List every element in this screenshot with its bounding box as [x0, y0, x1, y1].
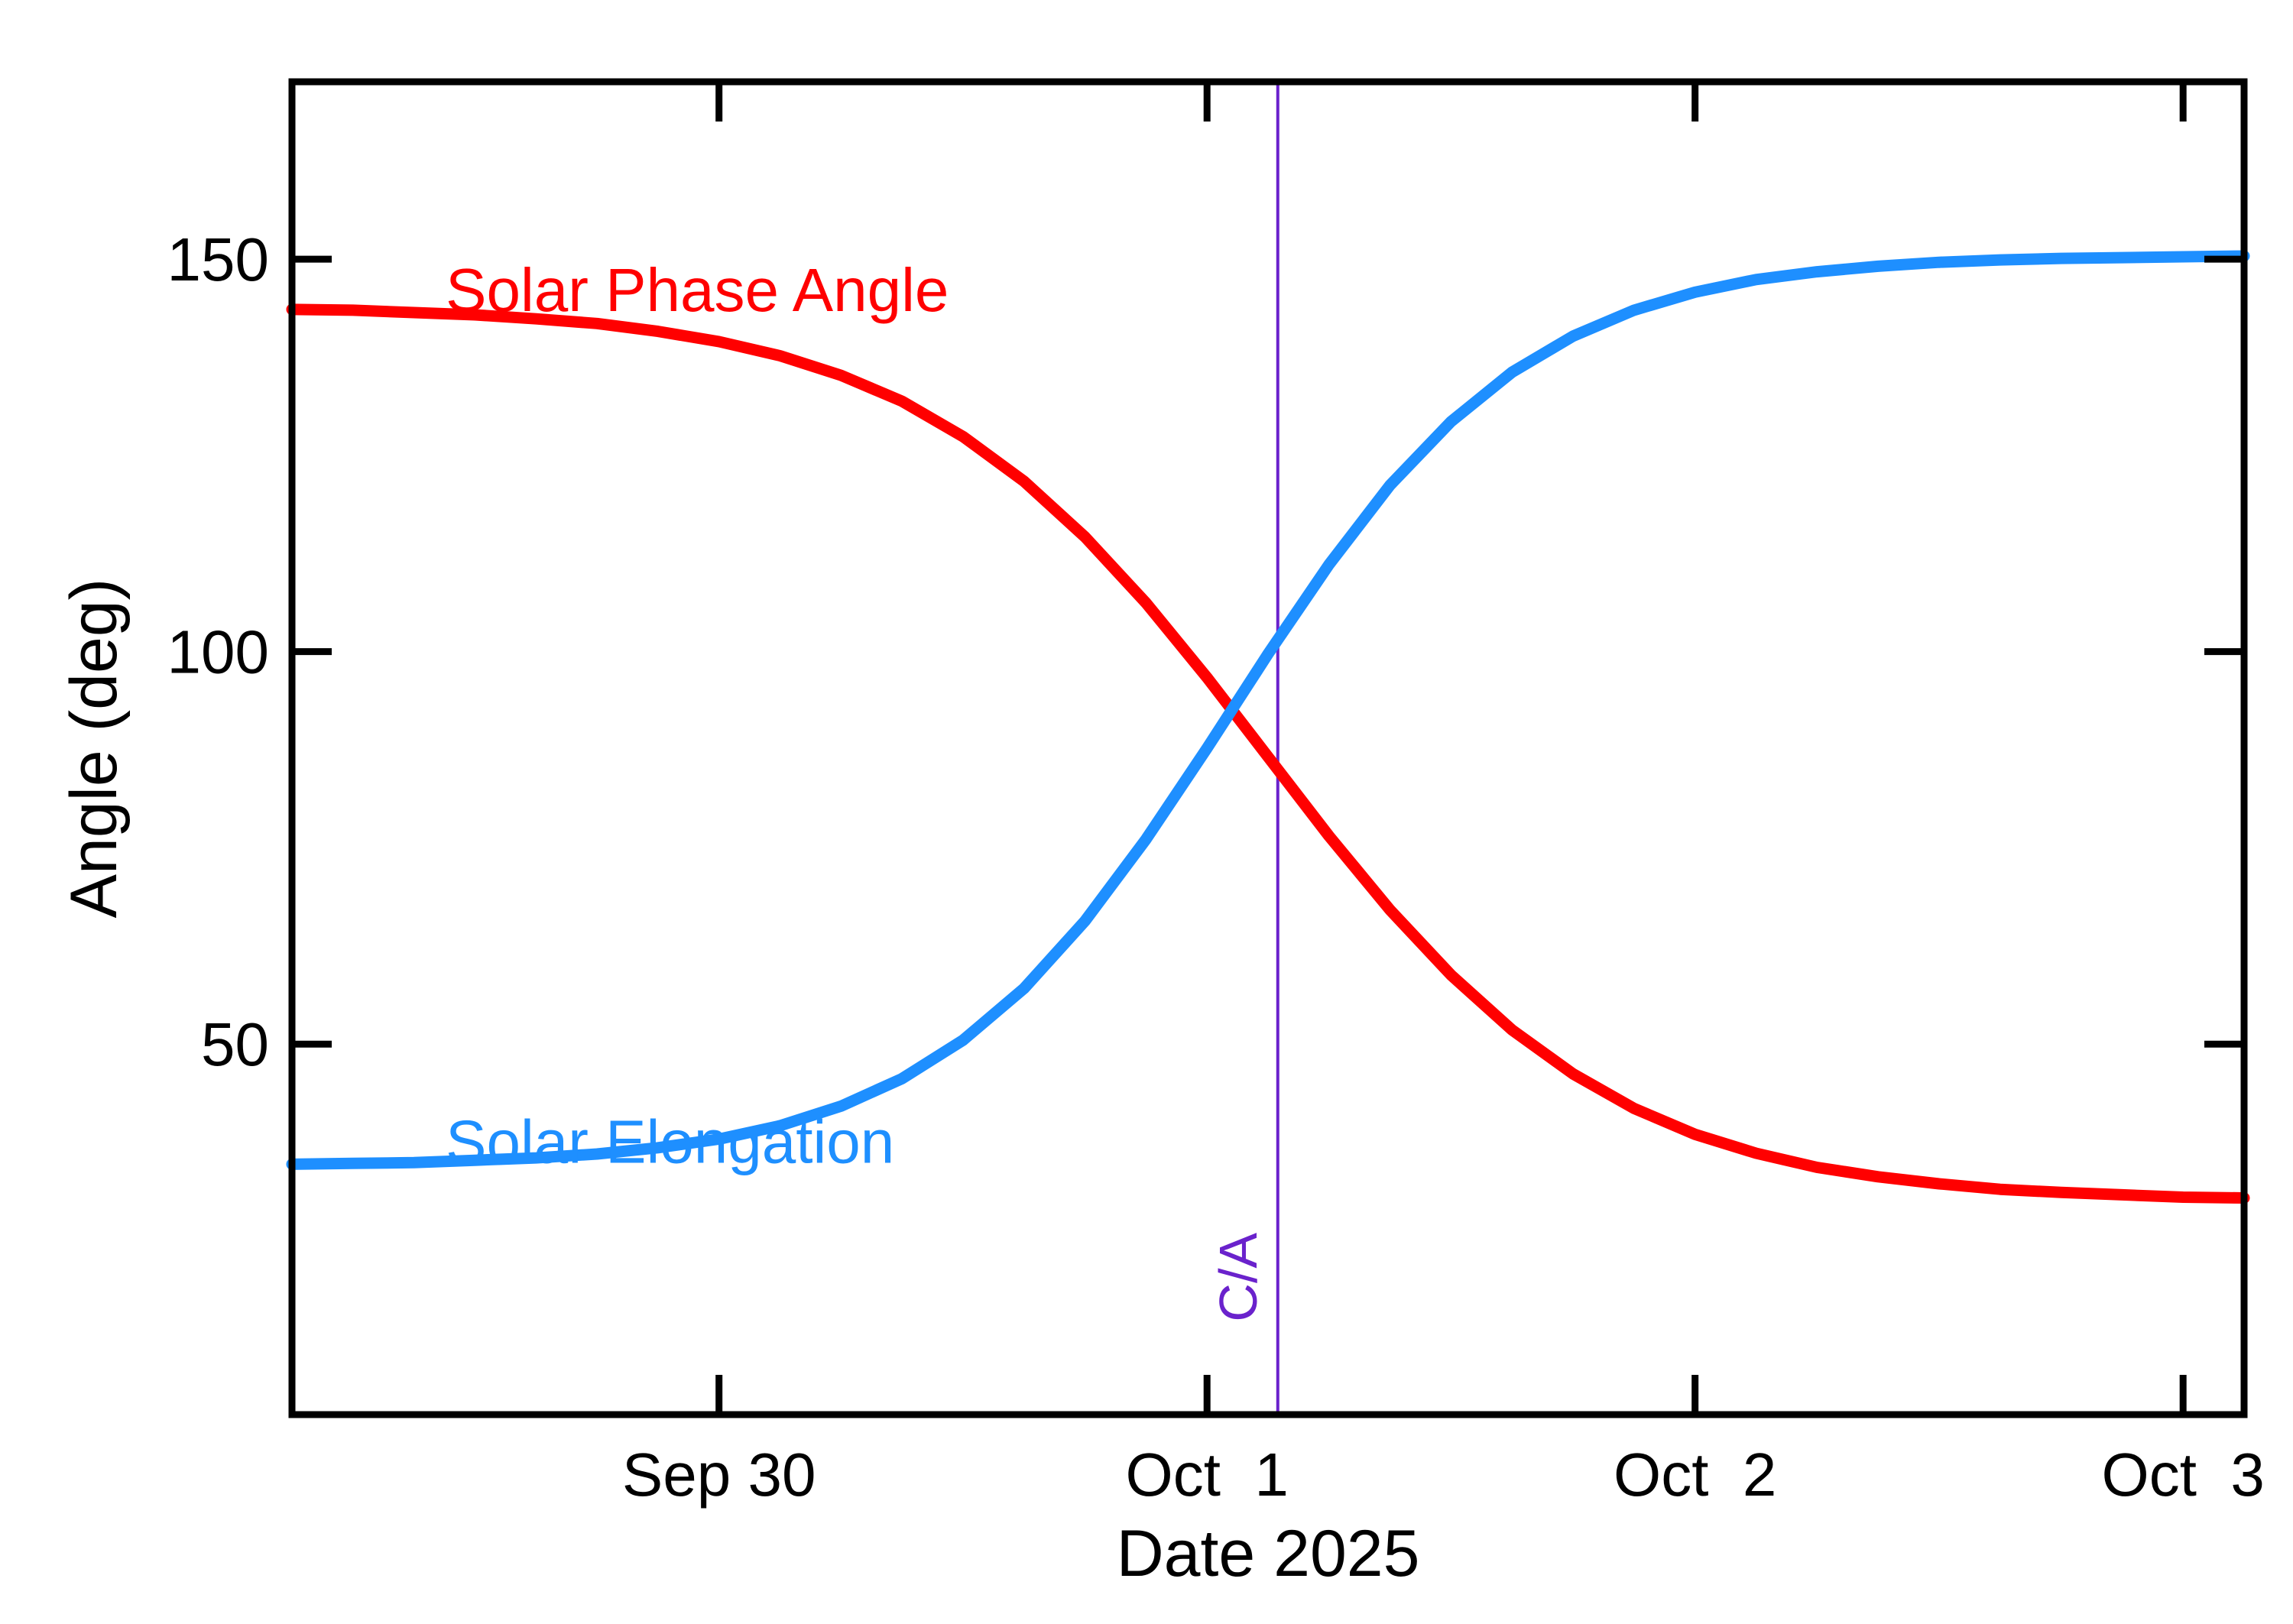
- x-tick-label: Sep 30: [622, 1441, 816, 1509]
- x-axis-title: Date 2025: [1117, 1517, 1420, 1590]
- x-tick-label: Oct 3: [2101, 1441, 2264, 1509]
- close-approach-marker-label: C/A: [1208, 1233, 1268, 1322]
- solar-elongation-curve: [286, 250, 2250, 1170]
- x-tick-label: Oct 1: [1125, 1441, 1288, 1509]
- y-axis-title: Angle (deg): [57, 579, 131, 919]
- x-tick-label: Oct 2: [1614, 1441, 1776, 1509]
- solar-phase-angle-label: Solar Phase Angle: [446, 256, 949, 324]
- solar-phase-angle-curve: [286, 303, 2250, 1204]
- plot-frame: [288, 78, 2248, 1418]
- solar-elongation-label: Solar Elongation: [446, 1107, 894, 1175]
- y-tick-label: 150: [167, 225, 269, 293]
- y-tick-label: 100: [167, 618, 269, 686]
- y-tick-label: 50: [201, 1010, 269, 1078]
